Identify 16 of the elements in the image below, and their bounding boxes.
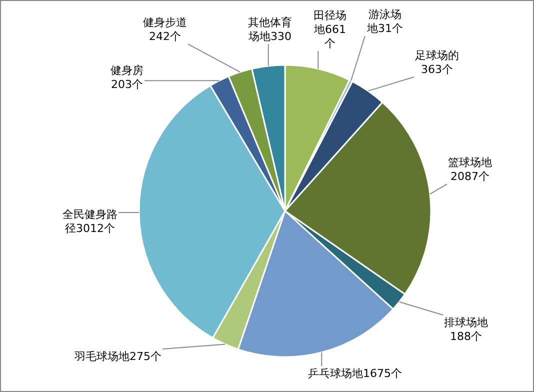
slice-label: 足球场的 (415, 49, 459, 62)
data-label: 363个 (421, 63, 453, 76)
slice-label: 游泳场地31个 (366, 8, 403, 36)
slice-label: 篮球场地 (448, 156, 492, 170)
slice-label: 健身步道 (143, 16, 187, 30)
slice-label: 健身房 (110, 64, 144, 78)
slice-label: 田径场地661个 (313, 9, 346, 50)
data-label: 2087个 (450, 170, 490, 184)
data-label: 242个 (149, 30, 181, 44)
slice-label: 其他体育场地330 (248, 16, 292, 44)
slice-label: 羽毛球场地275个 (74, 350, 162, 364)
slice-label: 全民健身路径3012个 (62, 208, 118, 236)
data-label: 203个 (111, 78, 143, 92)
slice-label: 乒乓球场地1675个 (308, 367, 402, 380)
data-label: 188个 (450, 330, 482, 344)
slice-label: 排球场地 (444, 316, 488, 330)
